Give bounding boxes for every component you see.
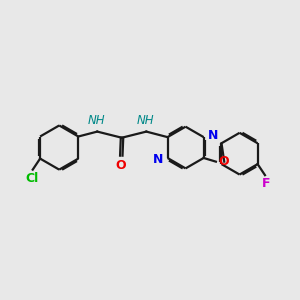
- Text: N: N: [208, 129, 218, 142]
- Text: N: N: [153, 153, 163, 166]
- Text: O: O: [219, 155, 230, 168]
- Text: NH: NH: [136, 114, 154, 127]
- Text: Cl: Cl: [25, 172, 38, 184]
- Text: NH: NH: [87, 114, 105, 127]
- Text: O: O: [116, 159, 126, 172]
- Text: F: F: [262, 177, 271, 190]
